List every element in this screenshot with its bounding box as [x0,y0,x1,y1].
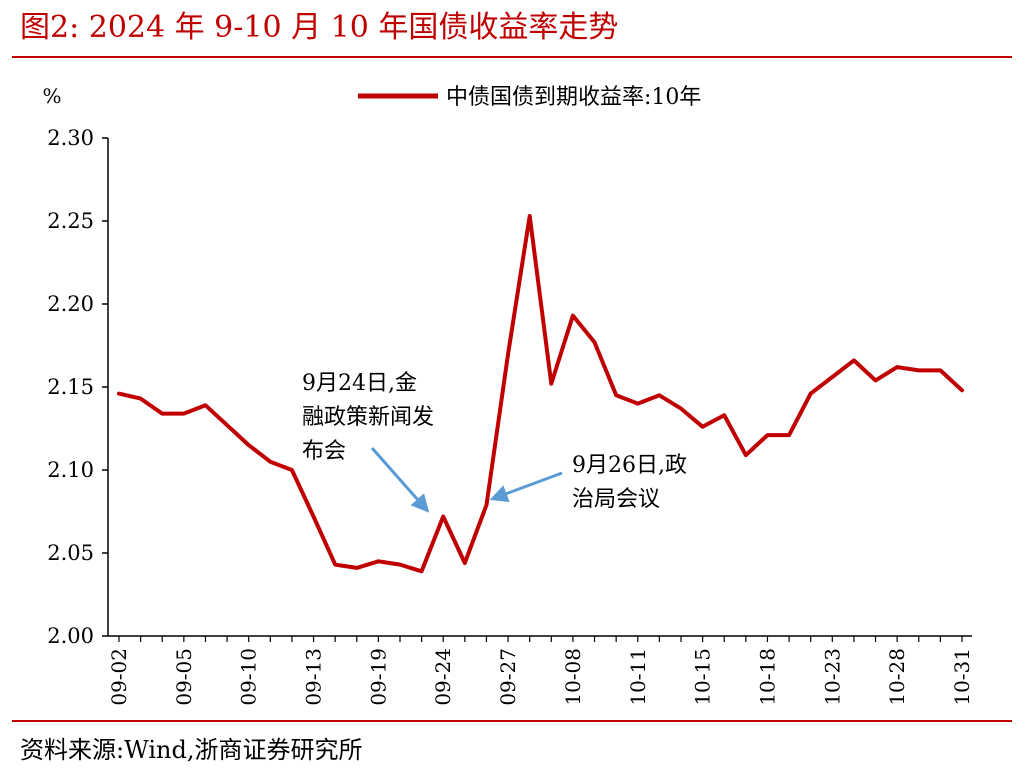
x-tick-label: 10-31 [950,648,974,706]
y-tick-label: 2.05 [47,541,94,565]
series-line-10y-yield [117,214,964,574]
annotation-arrow [489,471,563,503]
x-tick-label: 10-15 [691,648,715,706]
x-tick-label: 09-10 [237,648,261,706]
y-tick-label: 2.25 [47,209,94,233]
source-note: 资料来源:Wind,浙商证券研究所 [20,736,363,764]
figure-title: 图2: 2024 年 9-10 月 10 年国债收益率走势 [20,10,619,45]
x-tick-label: 10-08 [561,648,585,706]
y-tick-label: 2.20 [47,292,94,316]
x-tick-label: 10-11 [626,648,650,706]
annotation-text: 融政策新闻发 [302,405,434,430]
x-tick-label: 09-19 [366,648,390,706]
x-tick-label: 09-05 [172,648,196,706]
y-tick-label: 2.30 [47,126,94,150]
annotation-text: 布会 [302,439,346,464]
y-tick-label: 2.10 [47,458,94,482]
yield-line-chart: % 2.00 2.05 2.10 2.15 2.20 2.25 2.30 09-02 09-05 0… [42,84,974,706]
annotation-arrow [370,447,430,513]
x-tick-label: 10-23 [820,648,844,706]
x-tick-label: 10-18 [755,648,779,706]
x-tick-label: 09-27 [496,648,520,706]
x-tick-label: 09-02 [107,648,131,706]
annotation-text: 9月26日,政 [572,453,687,478]
y-tick-label: 2.15 [47,375,94,399]
x-tick-label: 09-24 [431,648,455,706]
x-tick-label: 09-13 [302,648,326,706]
y-axis-unit-label: % [42,84,61,108]
title-divider [12,56,1012,58]
legend-label: 中债国债到期收益率:10年 [446,85,701,110]
annotation-text: 治局会议 [572,487,660,512]
x-tick-label: 10-28 [885,648,909,706]
source-divider [12,720,1012,722]
annotation-text: 9月24日,金 [302,371,417,396]
y-tick-label: 2.00 [47,624,94,648]
